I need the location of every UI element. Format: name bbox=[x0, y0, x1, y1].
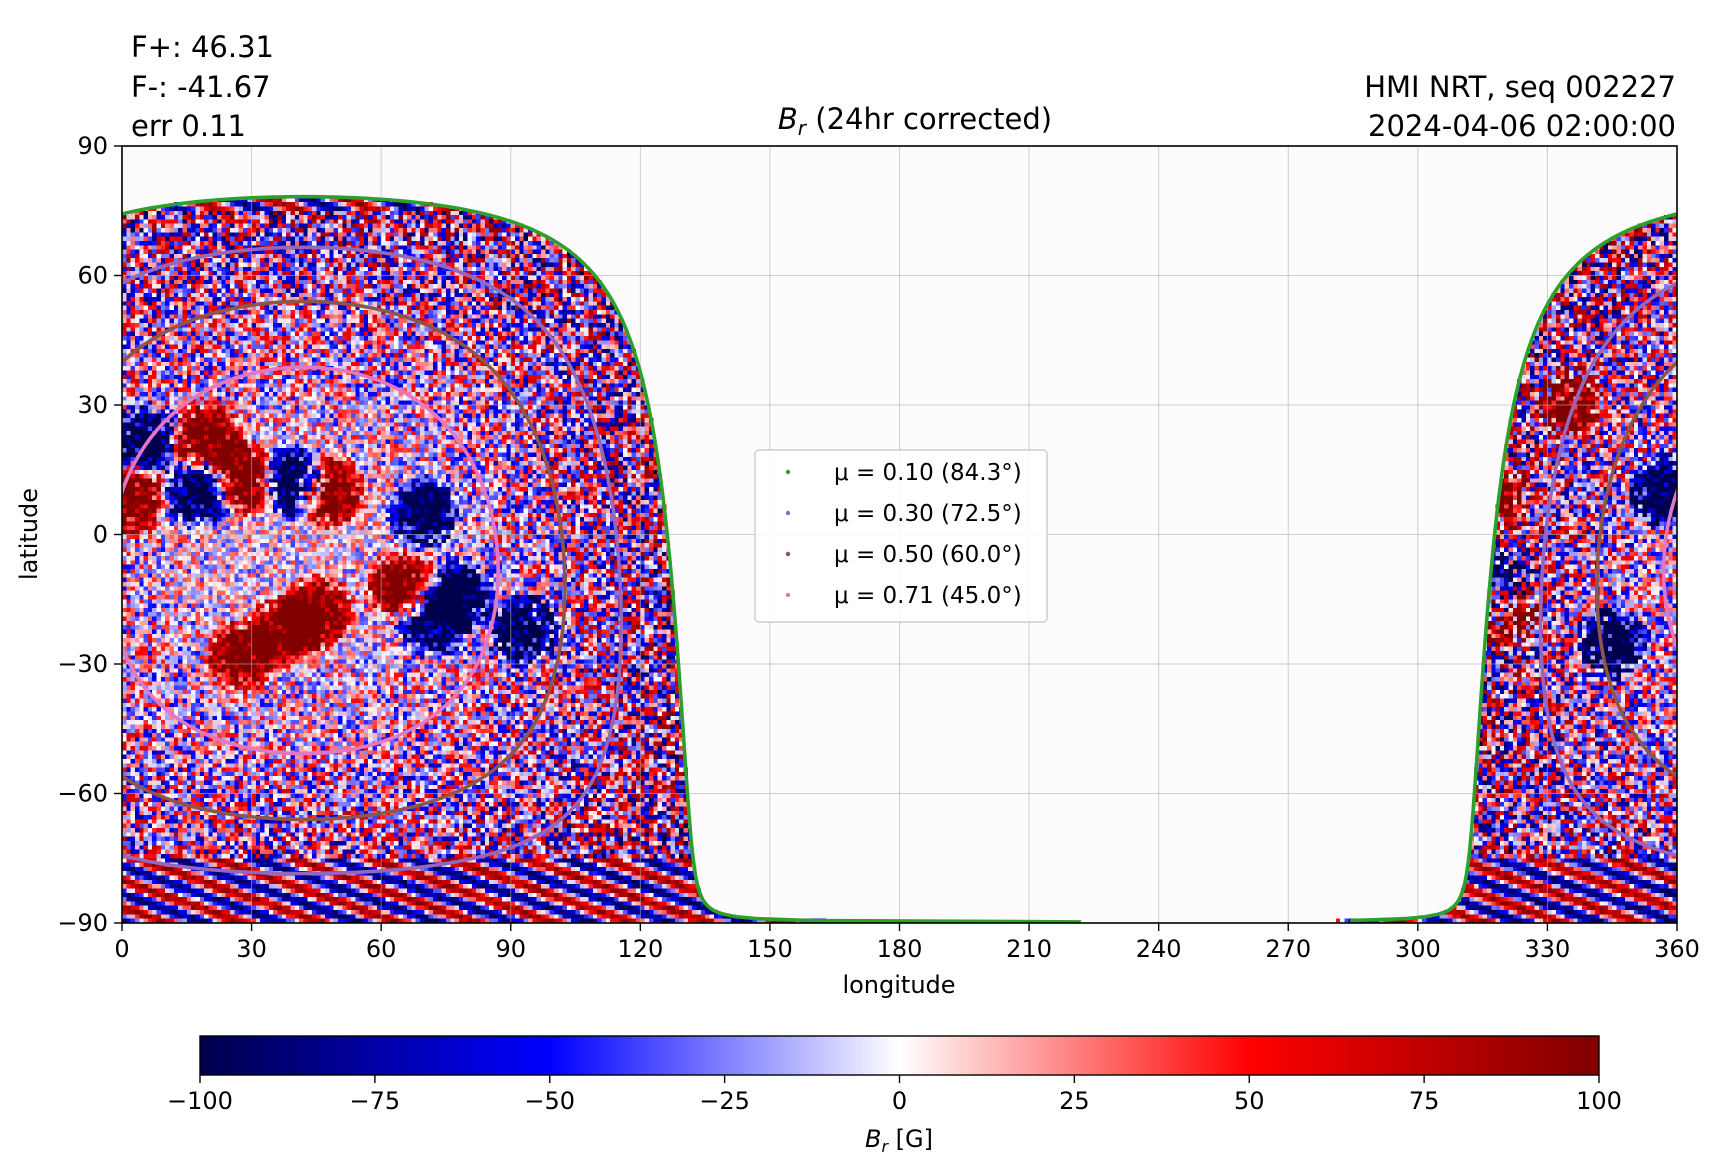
legend-entry: μ = 0.71 (45.0°) bbox=[834, 583, 1022, 609]
flux-error: err 0.11 bbox=[131, 109, 246, 143]
legend-entry: μ = 0.50 (60.0°) bbox=[834, 542, 1022, 568]
colorbar-tick-label: −100 bbox=[167, 1087, 233, 1115]
colorbar-tick-label: −25 bbox=[699, 1087, 750, 1115]
colorbar-tick-label: 75 bbox=[1409, 1087, 1440, 1115]
x-tick-label: 60 bbox=[366, 935, 397, 963]
y-tick-label: 90 bbox=[77, 132, 108, 160]
colorbar-tick-label: 50 bbox=[1234, 1087, 1265, 1115]
x-tick-label: 120 bbox=[617, 935, 663, 963]
colorbar-label: Br [G] bbox=[865, 1125, 933, 1152]
x-tick-label: 360 bbox=[1654, 935, 1700, 963]
mu-contour-line bbox=[122, 245, 623, 876]
colorbar: −100 −75 −50 −25 0 25 50 75 100 Br [G] bbox=[167, 1035, 1622, 1156]
colorbar-tick-label: 25 bbox=[1059, 1087, 1090, 1115]
y-tick-label: 0 bbox=[93, 521, 108, 549]
legend-entry: μ = 0.30 (72.5°) bbox=[834, 501, 1022, 527]
x-tick-label: 90 bbox=[495, 935, 526, 963]
x-tick-label: 180 bbox=[877, 935, 923, 963]
legend-marker bbox=[785, 551, 791, 557]
legend: μ = 0.10 (84.3°) μ = 0.30 (72.5°) μ = 0.50… bbox=[754, 449, 1048, 623]
mu-contour-line bbox=[122, 299, 567, 822]
colorbar-ticks: −100 −75 −50 −25 0 25 50 75 100 bbox=[167, 1075, 1622, 1115]
y-tick-label: 30 bbox=[77, 391, 108, 419]
legend-entry: μ = 0.10 (84.3°) bbox=[834, 460, 1022, 486]
x-tick-label: 300 bbox=[1395, 935, 1441, 963]
mu-contour-line bbox=[1595, 359, 1677, 779]
legend-marker bbox=[785, 510, 791, 516]
legend-frame bbox=[754, 449, 1048, 623]
instrument-label: HMI NRT, seq 002227 bbox=[1364, 70, 1676, 104]
x-tick-label: 330 bbox=[1525, 935, 1571, 963]
colorbar-gradient bbox=[199, 1035, 1600, 1076]
mu-contour-line bbox=[1538, 281, 1677, 858]
colorbar-tick-label: −50 bbox=[524, 1087, 575, 1115]
x-axis-ticks: 0 30 60 90 120 150 180 210 240 270 300 330 360 bbox=[114, 923, 1700, 963]
mu-contour-line bbox=[122, 194, 1081, 923]
y-axis-ticks: −90 −60 −30 0 30 60 90 bbox=[57, 132, 122, 937]
colorbar-tick-label: 0 bbox=[892, 1087, 907, 1115]
y-tick-label: −60 bbox=[57, 780, 108, 808]
timestamp-label: 2024-04-06 02:00:00 bbox=[1368, 109, 1676, 143]
x-tick-label: 240 bbox=[1136, 935, 1182, 963]
y-tick-label: −90 bbox=[57, 909, 108, 937]
mu-contour-line bbox=[122, 365, 500, 756]
colorbar-tick-label: 100 bbox=[1576, 1087, 1622, 1115]
legend-marker bbox=[785, 592, 791, 598]
x-tick-label: 0 bbox=[114, 935, 129, 963]
flux-positive: F+: 46.31 bbox=[131, 30, 274, 64]
colorbar-tick-label: −75 bbox=[350, 1087, 401, 1115]
y-tick-label: 60 bbox=[77, 262, 108, 290]
mu-contour-line bbox=[1350, 212, 1677, 923]
chart-title: Br (24hr corrected) bbox=[778, 102, 1052, 140]
x-tick-label: 210 bbox=[1006, 935, 1052, 963]
x-tick-label: 270 bbox=[1265, 935, 1311, 963]
legend-marker bbox=[785, 469, 791, 475]
x-tick-label: 30 bbox=[236, 935, 267, 963]
x-axis-label: longitude bbox=[842, 971, 955, 999]
flux-negative: F-: -41.67 bbox=[131, 70, 271, 104]
y-tick-label: −30 bbox=[57, 650, 108, 678]
mu-contours bbox=[122, 194, 1677, 923]
x-tick-label: 150 bbox=[747, 935, 793, 963]
y-axis-label: latitude bbox=[15, 488, 43, 580]
